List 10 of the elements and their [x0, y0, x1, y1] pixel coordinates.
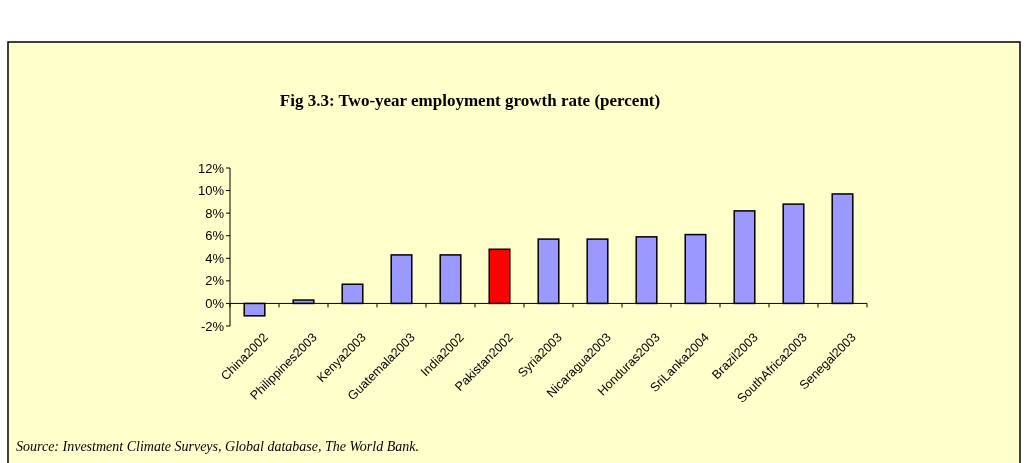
y-tick-label: 6%	[205, 228, 225, 244]
y-tick-label: 0%	[205, 295, 225, 311]
y-tick-label: 8%	[205, 205, 225, 221]
chart-title: Fig 3.3: Two-year employment growth rate (percent)	[279, 91, 661, 110]
y-tick-label: 12%	[197, 160, 225, 176]
y-tick-label: -2%	[200, 318, 225, 334]
y-tick-label: 10%	[197, 183, 225, 199]
source-note: Source: Investment Climate Surveys, Global database, The World Bank.	[16, 439, 419, 454]
y-tick-label: 2%	[205, 273, 225, 289]
y-tick-label: 4%	[205, 250, 225, 266]
